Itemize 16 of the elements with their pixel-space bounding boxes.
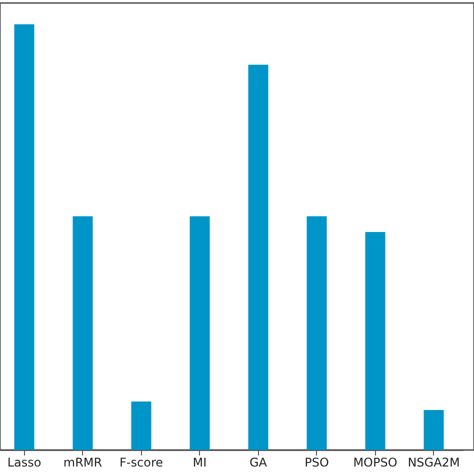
bar (14, 24, 34, 450)
x-tick-label: F-score (120, 456, 163, 470)
x-tick-label: MOPSO (353, 456, 398, 470)
x-tick-label: PSO (304, 456, 329, 470)
x-tick-label: GA (249, 456, 268, 470)
bar (131, 401, 152, 450)
x-tick-label: NSGA2M (408, 456, 460, 470)
bar (72, 216, 93, 450)
bar (424, 410, 444, 450)
bar (306, 216, 327, 450)
x-tick-label: Lasso (7, 456, 42, 470)
x-tick-label: MI (192, 456, 207, 470)
x-tick-label: mRMR (63, 456, 102, 470)
bar (190, 216, 210, 450)
bar (365, 232, 386, 450)
bar (248, 64, 268, 450)
